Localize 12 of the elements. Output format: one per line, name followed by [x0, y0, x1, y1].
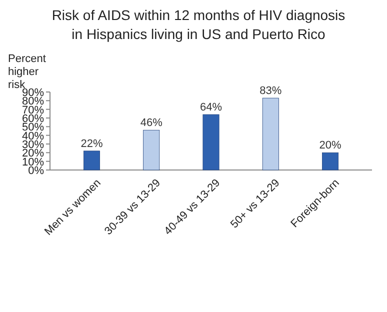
- data-label: 83%: [260, 85, 282, 98]
- bar: [322, 152, 339, 170]
- bar: [202, 114, 220, 170]
- chart-title: Risk of AIDS within 12 months of HIV diagnosis in Hispanics living in US and Puerto Rico: [52, 7, 346, 42]
- bar: [262, 98, 279, 170]
- data-label: 22%: [80, 138, 103, 150]
- data-label: 64%: [200, 102, 222, 114]
- bar: [143, 130, 160, 170]
- y-tick-label: 0%: [28, 165, 44, 177]
- data-label: 46%: [140, 117, 163, 130]
- bar: [83, 150, 100, 170]
- data-label: 20%: [319, 140, 342, 152]
